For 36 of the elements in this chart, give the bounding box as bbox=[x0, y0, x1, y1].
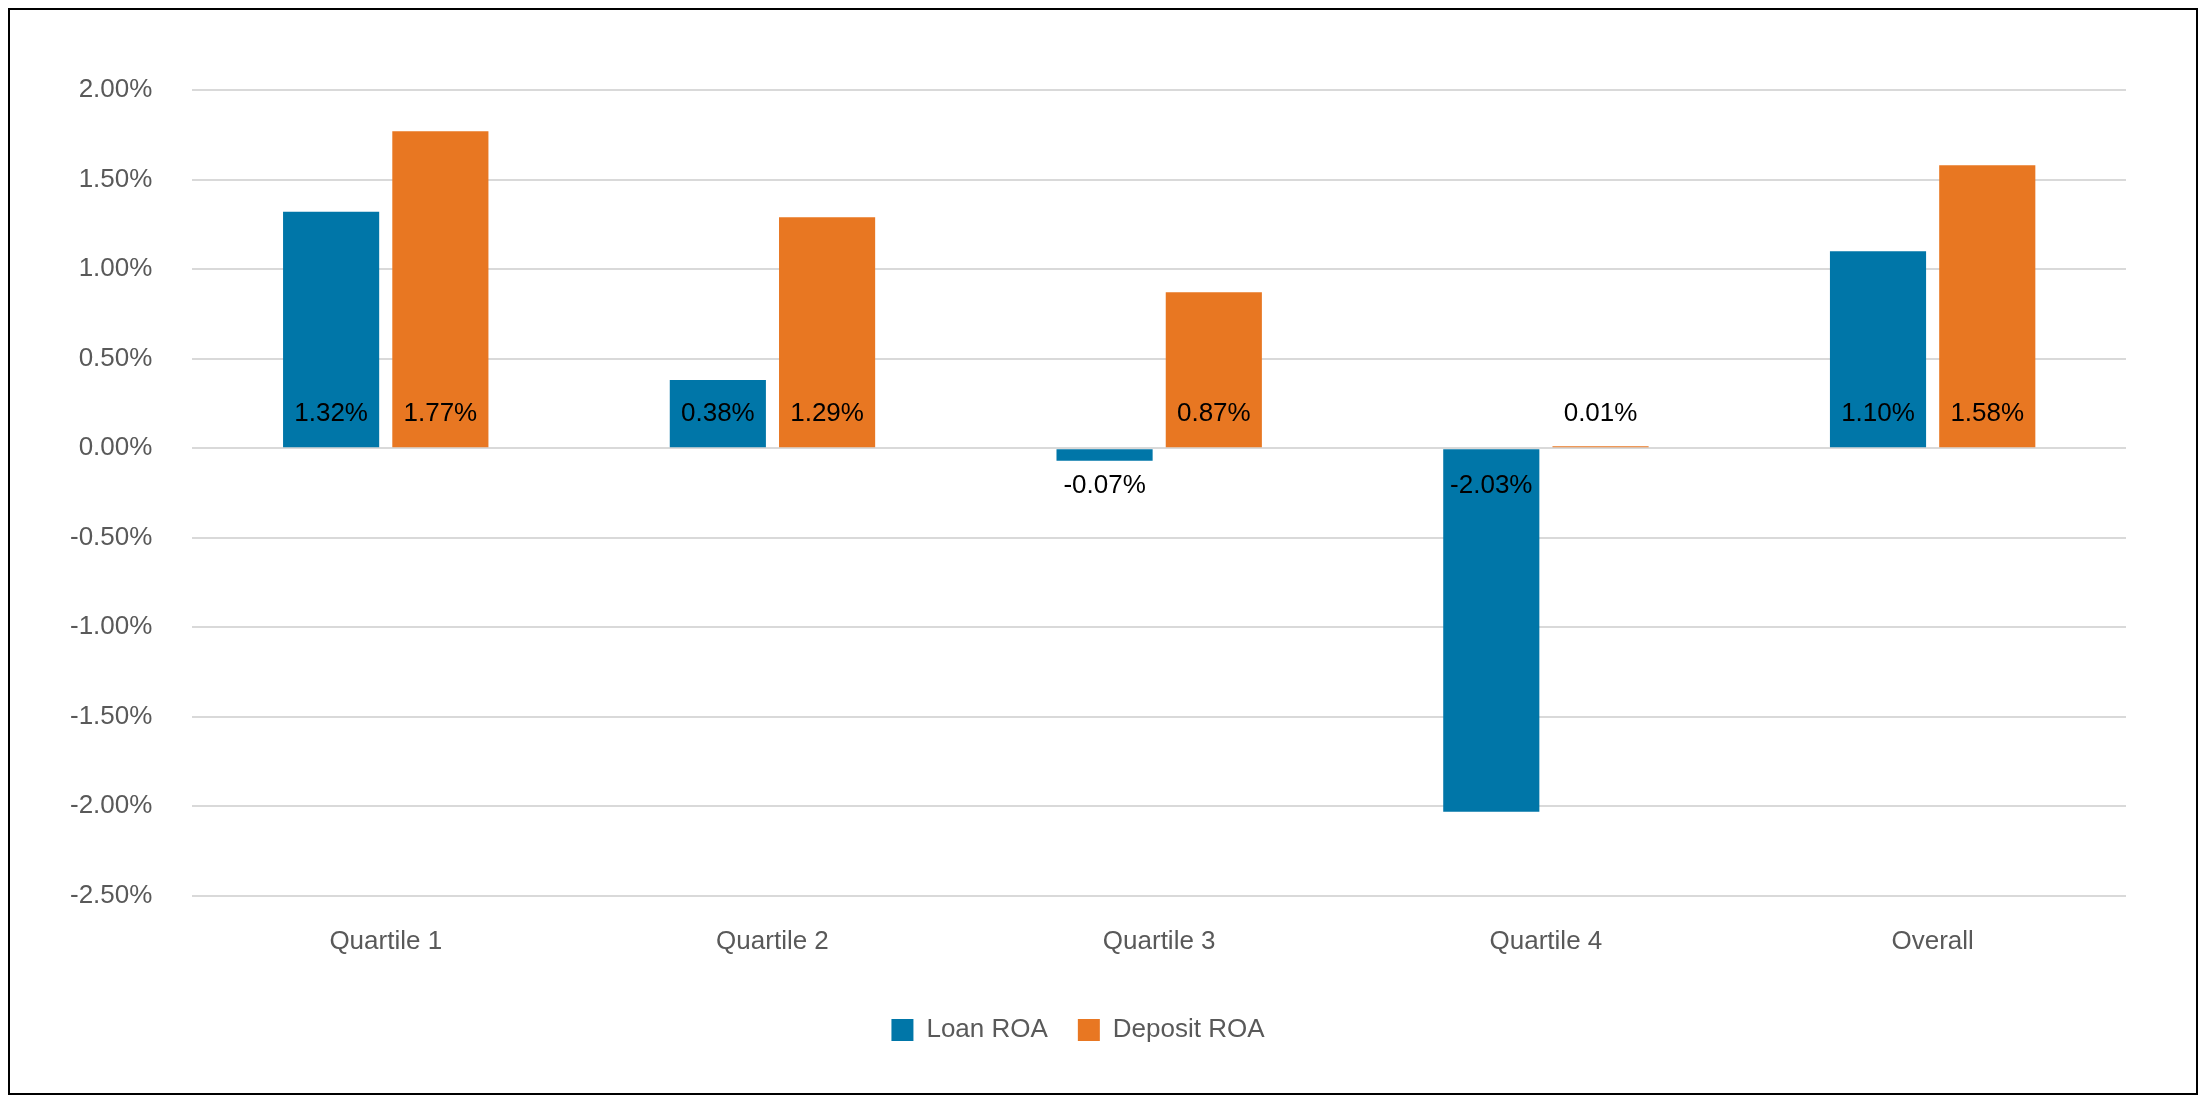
data-label: 1.10% bbox=[1841, 397, 1915, 428]
legend-label: Loan ROA bbox=[926, 1013, 1049, 1044]
bar bbox=[283, 211, 380, 448]
y-tick-label: 2.00% bbox=[78, 73, 153, 104]
x-tick-label: Quartile 2 bbox=[716, 924, 829, 955]
data-label: 0.38% bbox=[680, 397, 755, 428]
data-label: -2.03% bbox=[1450, 469, 1533, 500]
y-tick-label: -0.50% bbox=[69, 520, 153, 551]
bar bbox=[669, 380, 766, 448]
x-tick-label: Quartile 3 bbox=[1102, 924, 1216, 955]
data-label: -0.07% bbox=[1063, 469, 1146, 500]
data-label: 0.87% bbox=[1176, 397, 1251, 428]
bar bbox=[1443, 449, 1540, 812]
y-tick-label: -2.50% bbox=[69, 878, 153, 909]
y-tick-label: 1.50% bbox=[78, 162, 153, 193]
bar bbox=[779, 217, 876, 448]
data-label: 1.58% bbox=[1950, 397, 2025, 428]
bar bbox=[1939, 165, 2036, 448]
y-tick-label: -1.50% bbox=[69, 699, 153, 730]
data-label: 1.77% bbox=[403, 397, 478, 428]
x-tick-label: Quartile 1 bbox=[329, 924, 443, 955]
y-tick-label: 1.00% bbox=[78, 252, 153, 283]
data-label: 0.01% bbox=[1563, 397, 1638, 428]
data-label: 1.32% bbox=[294, 397, 368, 428]
x-tick-label: Quartile 4 bbox=[1489, 924, 1603, 955]
x-tick-label: Overall bbox=[1891, 924, 1974, 955]
data-label: 1.29% bbox=[790, 397, 864, 428]
bar bbox=[1165, 292, 1262, 448]
y-tick-label: 0.50% bbox=[78, 341, 153, 372]
bar bbox=[392, 131, 489, 448]
bar bbox=[1829, 251, 1927, 448]
y-tick-label: 0.00% bbox=[78, 431, 153, 462]
y-tick-label: -2.00% bbox=[69, 789, 153, 820]
bar bbox=[1056, 449, 1153, 461]
legend-label: Deposit ROA bbox=[1112, 1013, 1266, 1044]
y-tick-label: -1.00% bbox=[69, 610, 153, 641]
